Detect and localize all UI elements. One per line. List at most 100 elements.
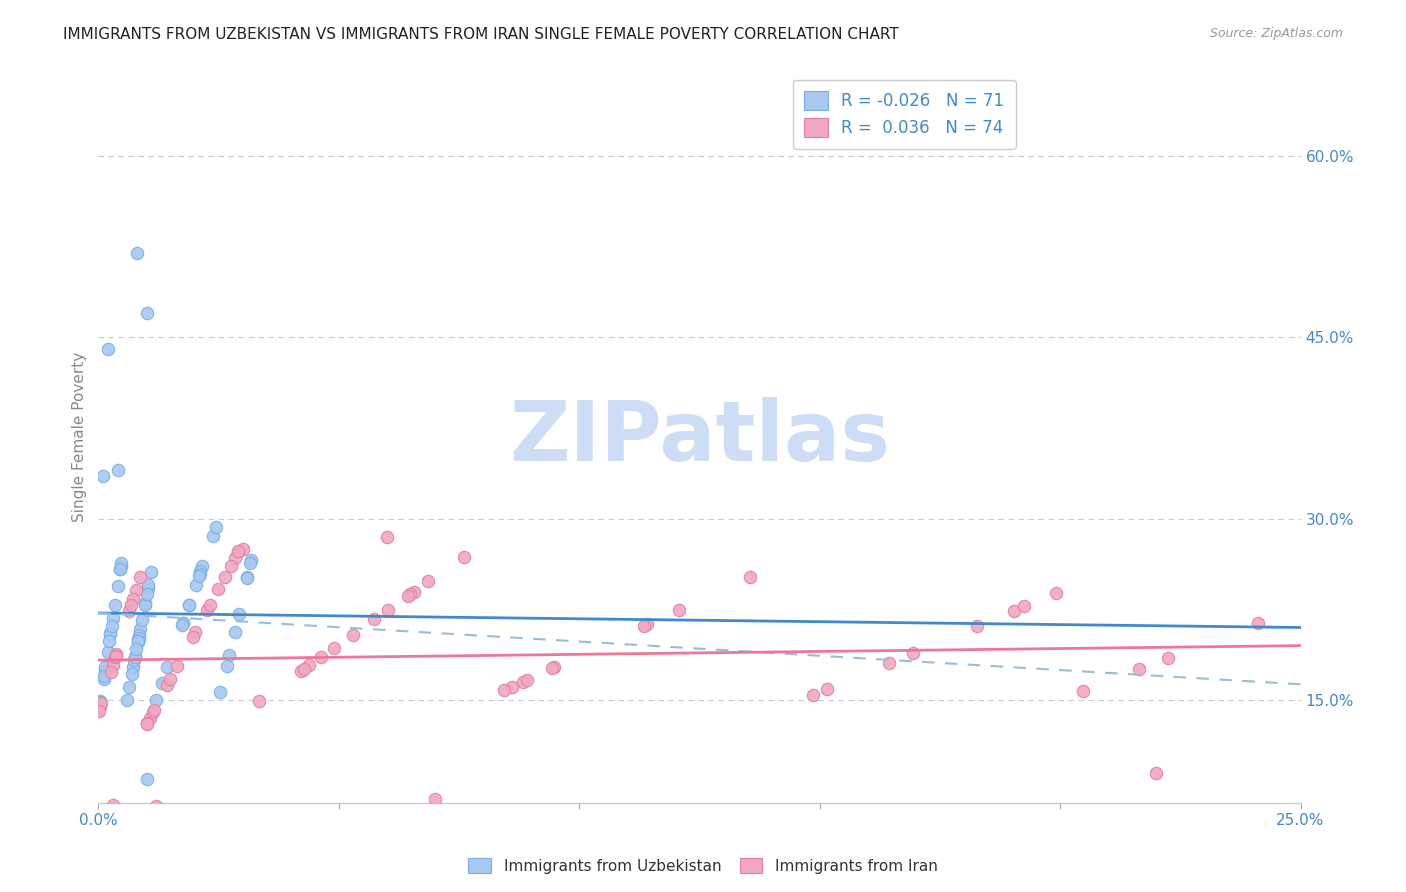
Point [228,607,250,621]
Point [107,579,129,593]
Point [150,676,173,690]
Point [110,558,132,573]
Point [121,667,143,681]
Point [172,616,194,631]
Point [1045,586,1067,600]
Point [122,660,145,674]
Point [124,650,146,665]
Point [298,658,321,673]
Point [224,550,246,565]
Point [232,541,254,556]
Point [215,659,238,673]
Point [101,611,124,625]
Point [145,799,167,814]
Point [543,660,565,674]
Point [101,658,124,673]
Point [110,562,132,576]
Point [125,642,148,657]
Point [128,628,150,642]
Point [142,704,165,718]
Point [236,570,259,584]
Point [322,640,344,655]
Point [97,645,120,659]
Text: IMMIGRANTS FROM UZBEKISTAN VS IMMIGRANTS FROM IRAN SINGLE FEMALE POVERTY CORRELA: IMMIGRANTS FROM UZBEKISTAN VS IMMIGRANTS… [63,27,898,42]
Point [219,558,242,573]
Point [239,556,262,570]
Point [97,343,120,357]
Point [636,617,658,632]
Point [363,612,385,626]
Legend: R = -0.026   N = 71, R =  0.036   N = 74: R = -0.026 N = 71, R = 0.036 N = 74 [793,79,1015,149]
Point [89,694,111,708]
Point [402,584,425,599]
Point [105,647,128,661]
Point [205,520,228,534]
Point [135,587,157,601]
Point [1002,604,1025,618]
Point [224,624,246,639]
Point [740,570,762,584]
Point [98,634,121,648]
Point [128,570,150,584]
Point [966,619,988,633]
Point [399,587,422,601]
Point [170,617,193,632]
Point [240,553,263,567]
Point [198,598,221,612]
Point [120,599,142,613]
Point [209,685,232,699]
Point [100,626,122,640]
Point [1128,662,1150,676]
Point [89,699,111,714]
Point [87,704,110,718]
Point [214,570,236,584]
Point [377,603,399,617]
Point [91,469,114,483]
Point [122,591,145,606]
Point [129,622,152,636]
Point [342,627,364,641]
Point [125,583,148,598]
Point [135,306,157,320]
Point [145,693,167,707]
Point [156,660,179,674]
Point [110,562,132,576]
Point [156,678,179,692]
Text: Source: ZipAtlas.com: Source: ZipAtlas.com [1209,27,1343,40]
Point [494,683,516,698]
Point [236,571,259,585]
Point [124,653,146,667]
Point [290,664,312,678]
Point [124,651,146,665]
Point [118,604,141,618]
Point [184,578,207,592]
Point [93,672,115,686]
Point [94,663,117,677]
Point [128,631,150,645]
Text: ZIPatlas: ZIPatlas [509,397,890,477]
Point [159,673,181,687]
Point [1071,684,1094,698]
Point [136,715,159,730]
Point [247,693,270,707]
Point [93,669,115,683]
Point [184,624,207,639]
Point [540,661,562,675]
Point [633,619,655,633]
Point [815,681,838,696]
Point [139,566,162,580]
Point [89,695,111,709]
Point [136,581,159,595]
Point [309,650,332,665]
Point [115,693,138,707]
Point [516,673,538,687]
Point [118,680,141,694]
Point [125,245,148,260]
Point [191,558,214,573]
Point [187,569,209,583]
Point [127,635,149,649]
Point [90,696,112,710]
Point [107,463,129,477]
Point [423,792,446,806]
Point [188,566,211,581]
